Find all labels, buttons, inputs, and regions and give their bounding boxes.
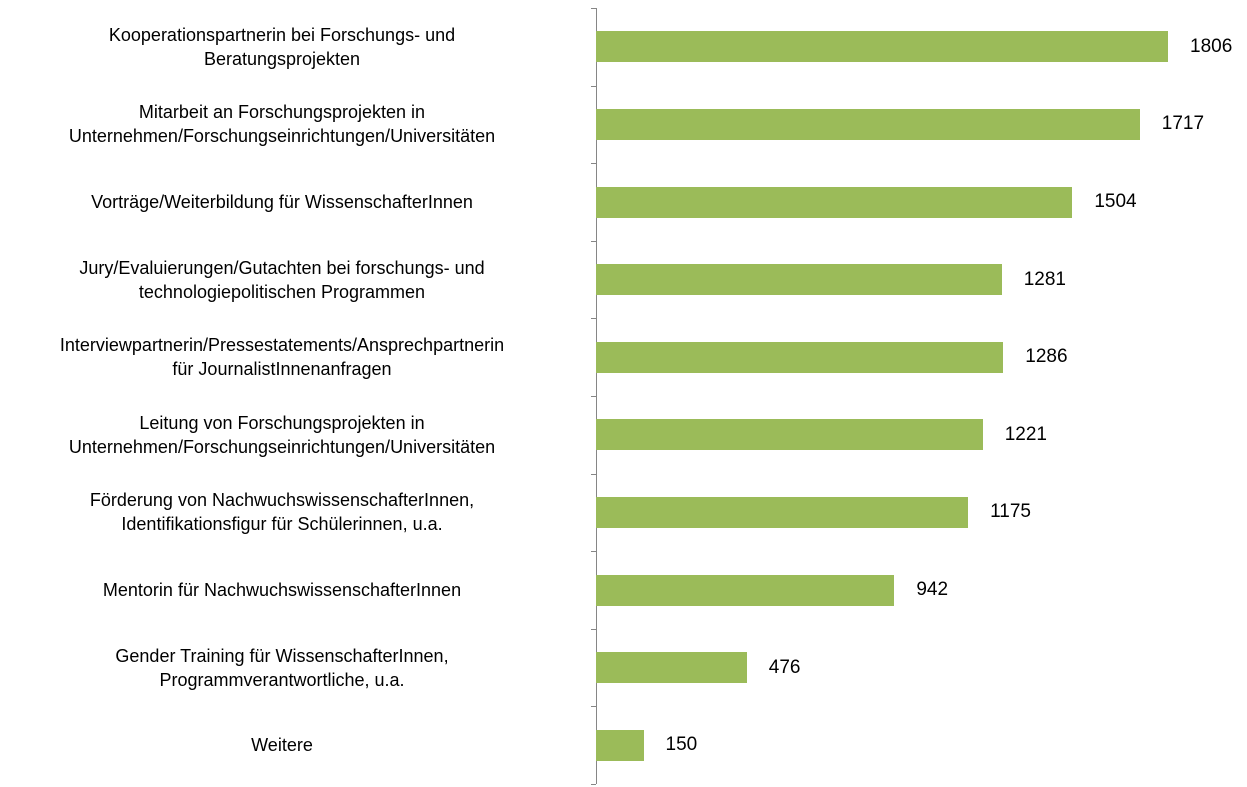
value-label: 1806 <box>1190 35 1233 57</box>
category-label: Jury/Evaluierungen/Gutachten bei forschu… <box>79 257 485 302</box>
value-label: 150 <box>665 734 698 756</box>
bar <box>596 264 1002 296</box>
axis-tick <box>591 473 596 475</box>
bar <box>596 574 895 606</box>
value-label: 1281 <box>1023 268 1066 290</box>
axis-tick <box>591 396 596 397</box>
axis-tick <box>591 163 596 165</box>
bar <box>596 419 983 451</box>
value-label: 1221 <box>1004 423 1047 445</box>
value-label: 1175 <box>990 501 1031 523</box>
bar <box>596 652 747 684</box>
category-axis <box>596 8 597 784</box>
axis-tick <box>591 318 596 320</box>
category-label: Gender Training für WissenschafterInnen,… <box>115 645 449 690</box>
category-label: Interviewpartnerin/Pressestatements/Ansp… <box>59 335 505 380</box>
category-label: Vorträge/Weiterbildung für Wissenschafte… <box>91 192 473 212</box>
bar <box>596 186 1073 218</box>
value-label: 1504 <box>1094 191 1137 212</box>
bar <box>596 31 1168 63</box>
category-label: Mentorin für NachwuchswissenschafterInne… <box>102 580 462 600</box>
category-label: Kooperationspartnerin bei Forschungs- un… <box>108 24 456 69</box>
axis-tick <box>591 240 596 242</box>
axis-tick <box>591 706 596 708</box>
axis-tick <box>591 551 596 553</box>
axis-tick <box>591 8 596 9</box>
bar <box>596 108 1140 140</box>
value-label: 1286 <box>1025 346 1068 368</box>
category-label: Leitung von Forschungsprojekten in Unter… <box>68 412 496 457</box>
bar <box>596 341 1004 373</box>
bar <box>596 496 969 528</box>
value-label: 1717 <box>1161 113 1205 135</box>
value-label: 942 <box>916 579 949 600</box>
axis-tick <box>591 784 596 785</box>
category-label: Förderung von NachwuchswissenschafterInn… <box>89 490 475 535</box>
axis-tick <box>591 85 596 87</box>
axis-tick <box>591 628 596 630</box>
category-label: Weitere <box>251 735 313 756</box>
bar <box>596 729 644 761</box>
category-label: Mitarbeit an Forschungsprojekten in Unte… <box>68 102 496 147</box>
value-label: 476 <box>768 656 801 678</box>
